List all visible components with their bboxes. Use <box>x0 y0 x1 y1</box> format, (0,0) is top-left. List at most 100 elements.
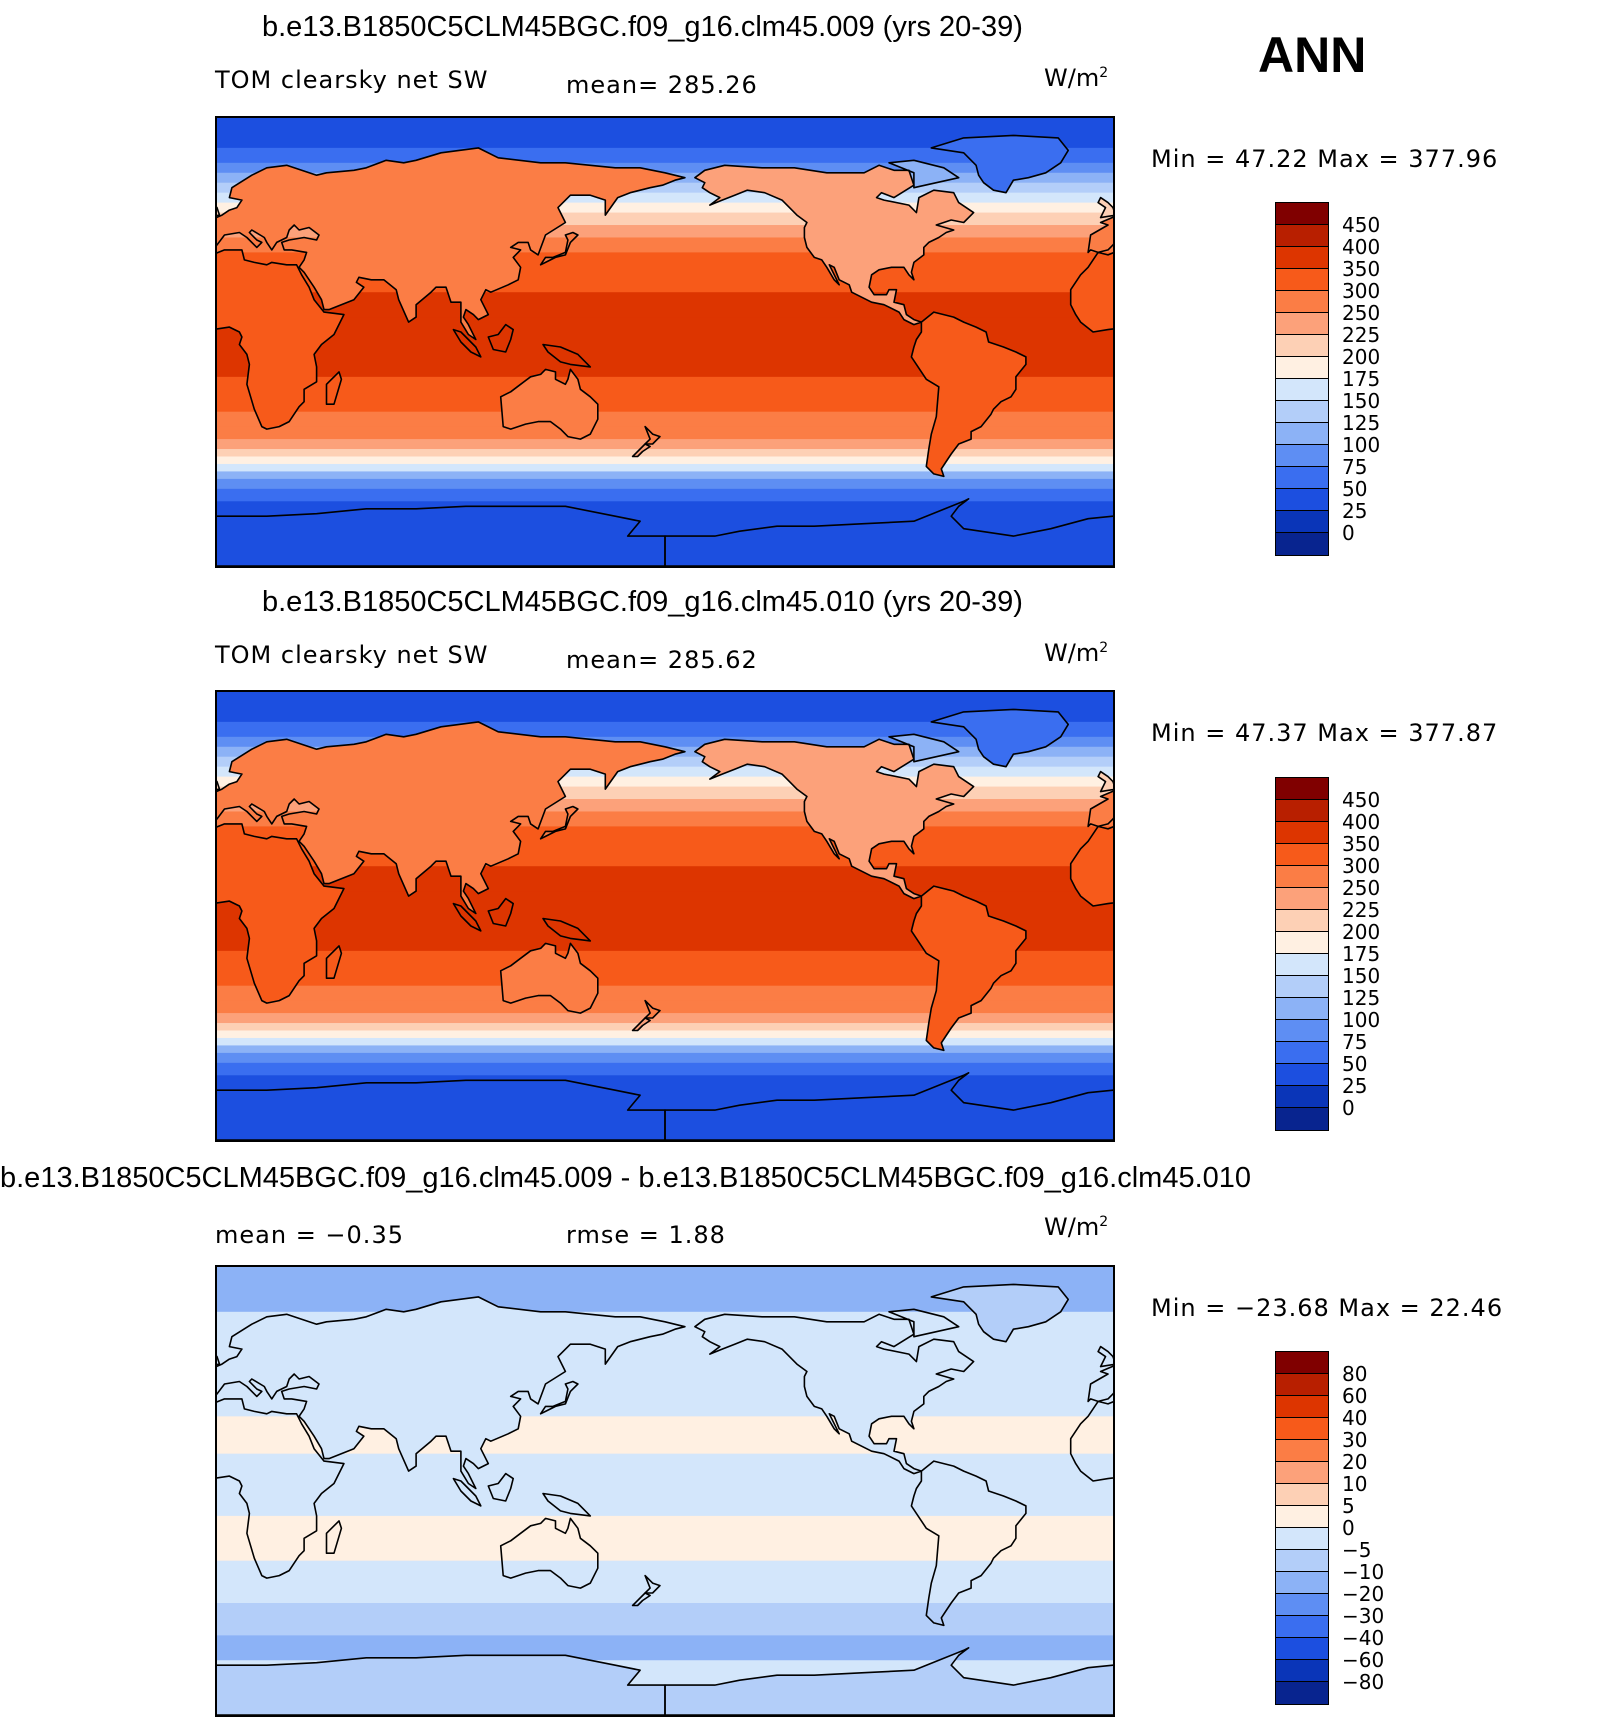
panel2-latitude-band <box>217 1023 1113 1031</box>
panel2-coastline-nz <box>644 999 661 1019</box>
panel3-colorbar-label: −20 <box>1342 1582 1385 1606</box>
panel1-coastline-antarctica <box>217 505 666 566</box>
panel1-coastline-africa <box>217 249 345 430</box>
panel1-latitude-band <box>217 162 1113 174</box>
panel2-coastline-newguinea <box>542 917 592 942</box>
panel1-colorbar-label: 175 <box>1342 367 1381 391</box>
panel2-coastline-borneo <box>487 897 514 927</box>
panel1-colorbar-swatch <box>1276 203 1328 225</box>
panel1-colorbar-swatch <box>1276 269 1328 291</box>
panel3-colorbar-swatch <box>1276 1638 1328 1660</box>
panel2-land-greenland <box>931 709 1069 767</box>
panel2-variable-label: TOM clearsky net SW <box>215 641 489 669</box>
panel3-colorbar-label: 80 <box>1342 1362 1368 1386</box>
panel2-colorbar-label: 400 <box>1342 810 1381 834</box>
panel1-latitude-band <box>217 202 1113 214</box>
panel2-coastline-antarctica <box>664 1072 1113 1140</box>
panel3-field <box>217 1267 1113 1715</box>
panel2-land-nz_south <box>632 1018 651 1031</box>
panel1-colorbar-label: 450 <box>1342 213 1381 237</box>
panel1-coastline-samerica <box>910 311 1027 478</box>
panel2-land-samerica <box>911 886 1026 1051</box>
panel2-land-madagascar <box>326 945 342 979</box>
panel1-mean-label: mean= 285.26 <box>566 71 758 99</box>
panel2-latitude-band <box>217 1037 1113 1046</box>
panel2-colorbar-swatch <box>1276 800 1328 822</box>
panel2-coastline-samerica <box>910 885 1027 1052</box>
panel3-colorbar-swatch <box>1276 1396 1328 1418</box>
panel3-colorbar-label: 30 <box>1342 1428 1368 1452</box>
panel1-colorbar-label: 225 <box>1342 323 1381 347</box>
panel3-units: W/m2 <box>1044 1213 1109 1241</box>
panel3-land-greenland <box>931 1284 1069 1342</box>
panel2-latitude-band <box>217 776 1113 788</box>
panel2-land-antarctica <box>217 1080 665 1140</box>
panel1-colorbar-label: 300 <box>1342 279 1381 303</box>
panel1-coastline-antarctica <box>664 498 1113 566</box>
panel2-colorbar-swatch <box>1276 932 1328 954</box>
panel2-latitude-band <box>217 866 1113 892</box>
panel1-land-sumatra <box>453 329 481 357</box>
panel3-land-antarctica <box>217 1655 665 1715</box>
panel2-colorbar-label: 450 <box>1342 788 1381 812</box>
panel2-colorbar-swatch <box>1276 954 1328 976</box>
panel2-coastline-sumatra <box>452 902 482 932</box>
panel3-coastline-nz_south <box>631 1592 651 1607</box>
panel1-colorbar-swatch <box>1276 489 1328 511</box>
panel2-coastline-eurasia <box>217 721 686 915</box>
panel3-colorbar-swatch <box>1276 1660 1328 1682</box>
panel3-colorbar-label: 40 <box>1342 1406 1368 1430</box>
panel3-colorbar-label: −5 <box>1342 1538 1372 1562</box>
panel1-colorbar-swatch <box>1276 357 1328 379</box>
panel2-latitude-band <box>217 736 1113 748</box>
panel2-latitude-band <box>217 766 1113 778</box>
panel3-colorbar-swatch <box>1276 1528 1328 1550</box>
panel2-title: b.e13.B1850C5CLM45BGC.f09_g16.clm45.010 … <box>262 586 1023 618</box>
panel1-colorbar-label: 250 <box>1342 301 1381 325</box>
panel2-latitude-band <box>217 1030 1113 1039</box>
panel1-colorbar-swatch <box>1276 445 1328 467</box>
panel3-colorbar-label: −30 <box>1342 1604 1385 1628</box>
panel2-mean-label: mean= 285.62 <box>566 646 758 674</box>
panel1-latitude-band <box>217 376 1113 398</box>
panel1-land-antarctica <box>217 506 665 566</box>
panel2-colorbar-swatch <box>1276 1042 1328 1064</box>
panel1-coastline-australia <box>499 368 599 440</box>
panel3-colorbar-swatch <box>1276 1440 1328 1462</box>
panel1-colorbar-swatch <box>1276 335 1328 357</box>
panel3-coastline-antarctica <box>217 1654 666 1715</box>
panel2-coastline-africa <box>217 823 345 1004</box>
panel1-colorbar-swatch <box>1276 533 1328 555</box>
panel1-colorbar-label: 350 <box>1342 257 1381 281</box>
panel1-latitude-band <box>217 488 1113 502</box>
panel1-coastline-namerica <box>694 164 975 326</box>
panel2-colorbar-label: 0 <box>1342 1096 1355 1120</box>
panel1-colorbar-swatch <box>1276 291 1328 313</box>
panel1-coastline-newguinea <box>542 343 592 368</box>
panel2-colorbar-swatch <box>1276 866 1328 888</box>
panel2-colorbar-label: 225 <box>1342 898 1381 922</box>
panel3-coastline-greenland <box>930 1283 1069 1343</box>
panel3-coastline-antarctica <box>664 1647 1113 1715</box>
panel2-colorbar-label: 175 <box>1342 942 1381 966</box>
panel2-colorbar-swatch <box>1276 1108 1328 1130</box>
panel2-coastline-nz_south <box>631 1017 651 1032</box>
panel2-latitude-band <box>217 756 1113 768</box>
panel2-latitude-band <box>217 950 1113 972</box>
panel3-colorbar-label: 60 <box>1342 1384 1368 1408</box>
panel1-colorbar <box>1275 202 1329 556</box>
panel1-latitude-band <box>217 292 1113 318</box>
panel1-colorbar-label: 75 <box>1342 455 1368 479</box>
panel2-colorbar-swatch <box>1276 998 1328 1020</box>
season-label: ANN <box>1258 27 1367 83</box>
panel1-title: b.e13.B1850C5CLM45BGC.f09_g16.clm45.009 … <box>262 11 1023 43</box>
panel3-coastline-britain <box>217 1355 221 1366</box>
panel3-coastline-newguinea <box>542 1492 592 1517</box>
panel3-colorbar-swatch <box>1276 1462 1328 1484</box>
panel3-coastline-eurasia <box>217 1296 686 1490</box>
panel3-coastline-japan <box>539 1380 579 1415</box>
panel3-coastline-africa <box>217 1398 345 1579</box>
panel2-map <box>215 690 1115 1142</box>
panel3-colorbar-swatch <box>1276 1616 1328 1638</box>
panel2-colorbar-swatch <box>1276 976 1328 998</box>
